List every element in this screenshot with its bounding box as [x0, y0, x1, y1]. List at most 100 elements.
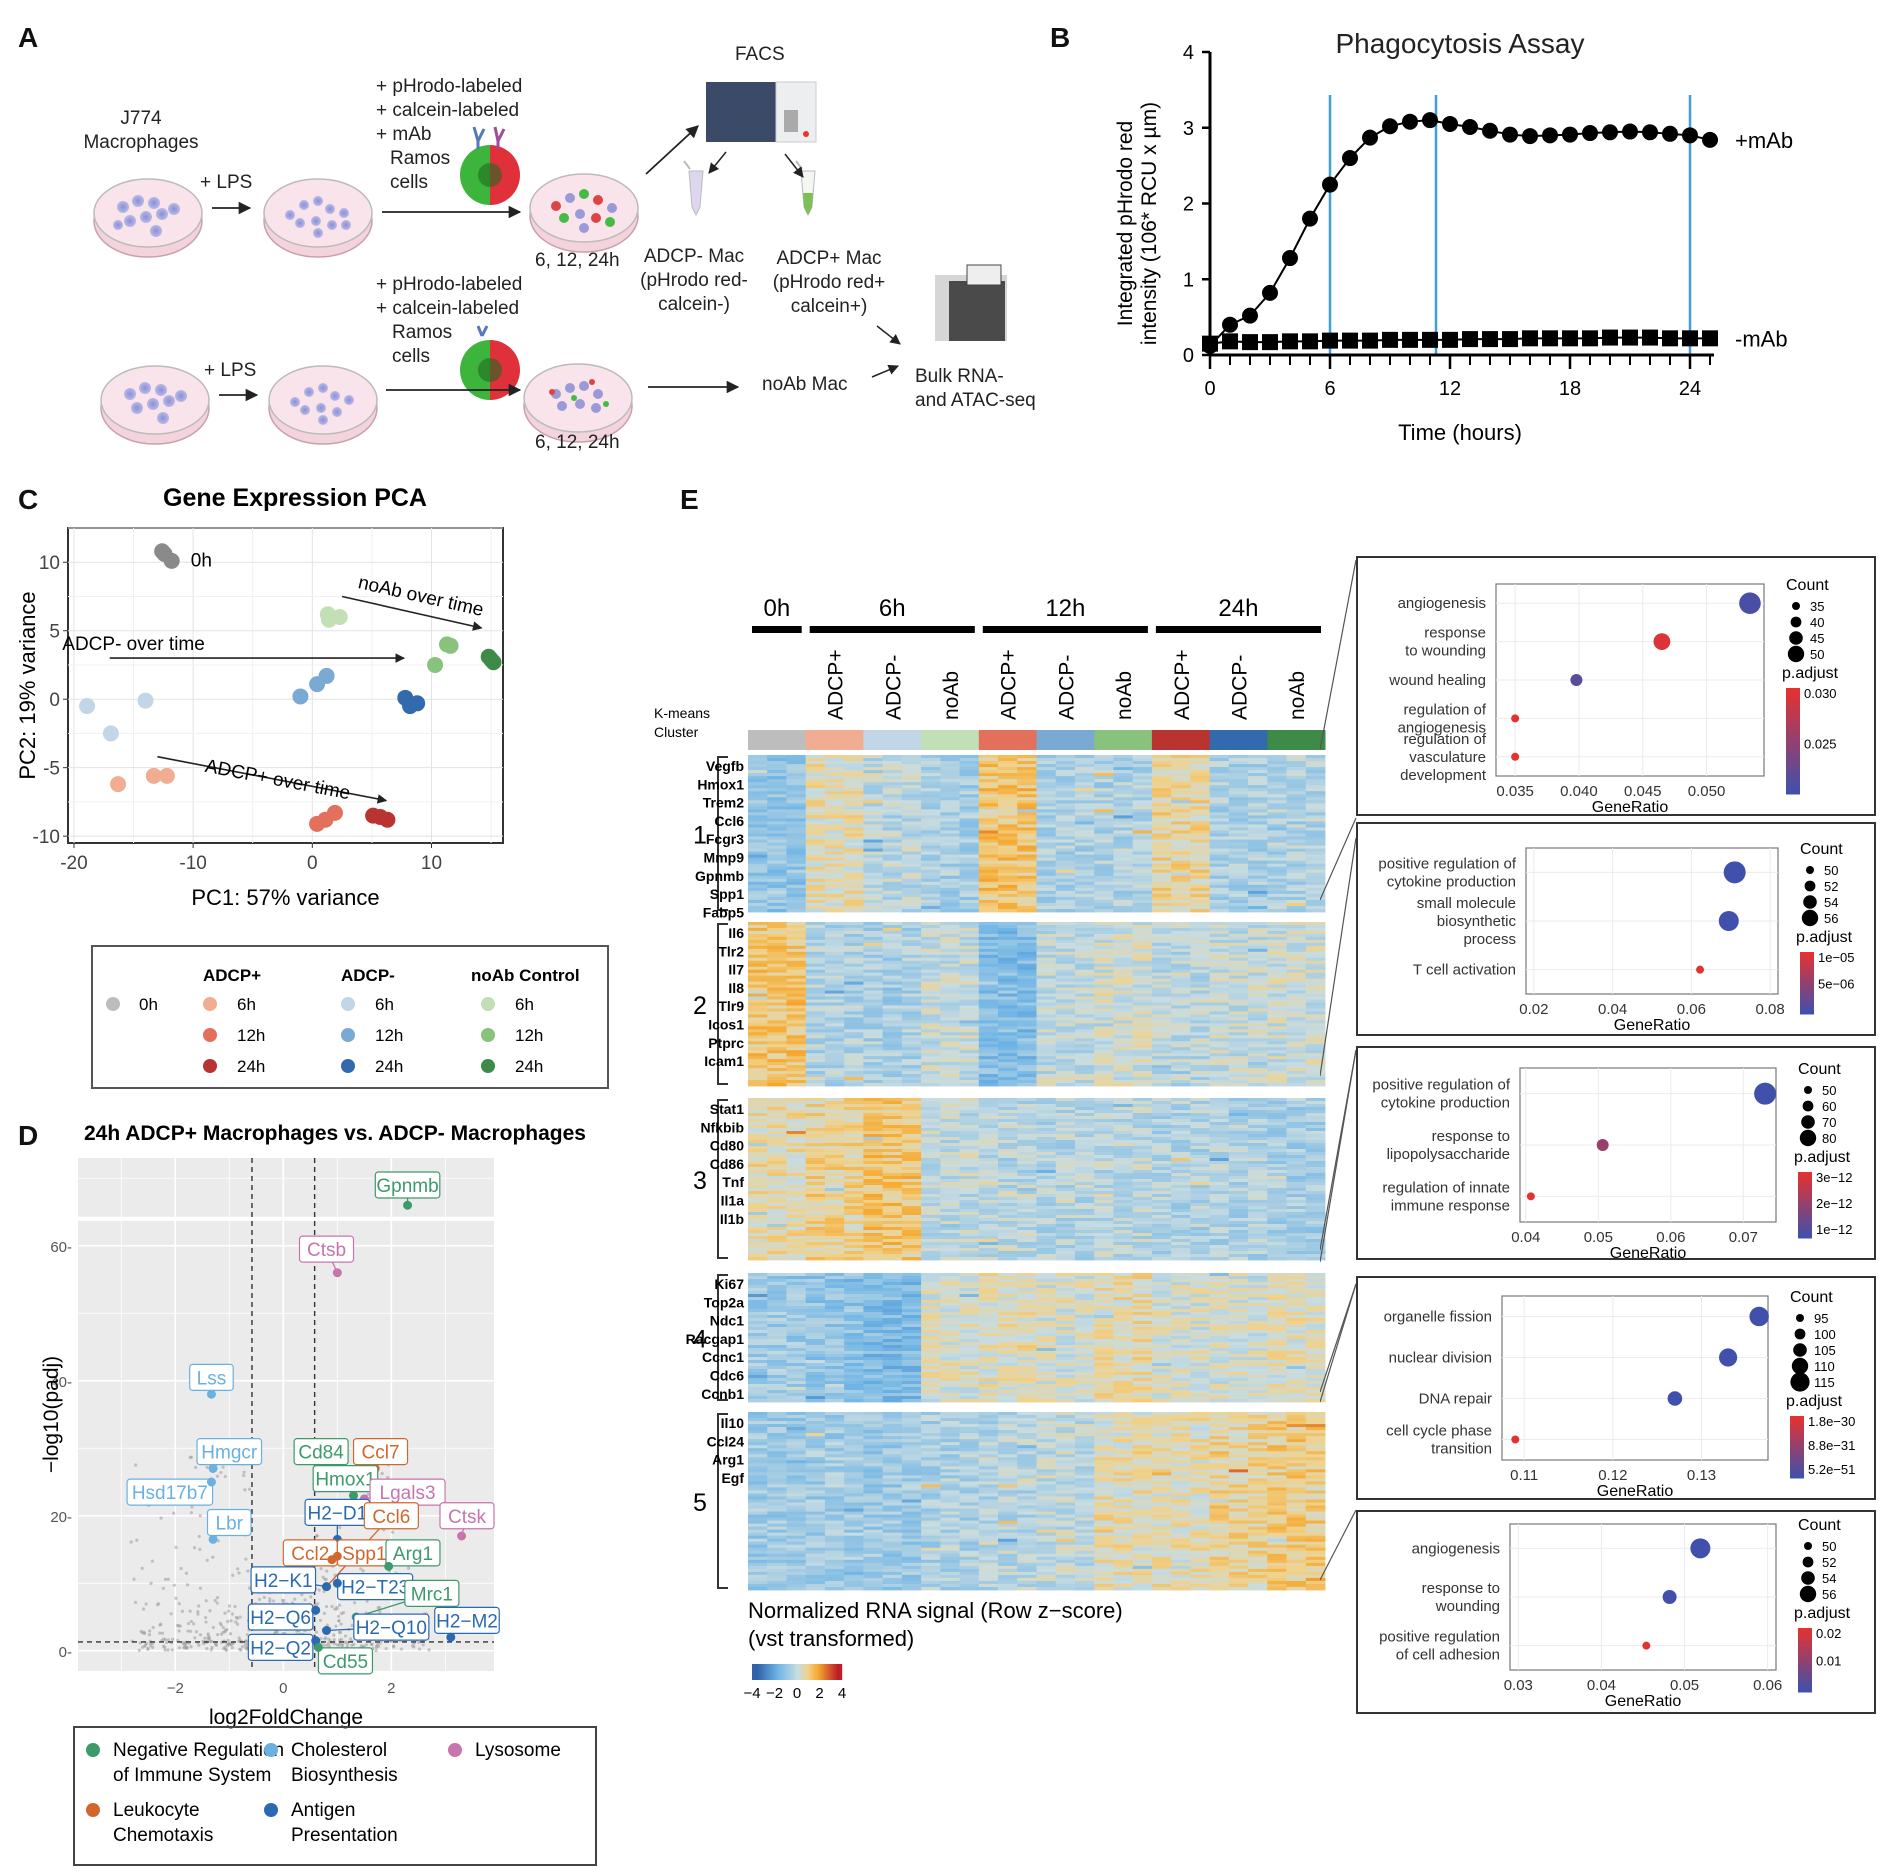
heatmap-cell [767, 872, 787, 877]
heatmap-cell [1055, 948, 1076, 953]
heatmap-cell [1017, 833, 1037, 837]
heatmap-cell [998, 1152, 1018, 1156]
heatmap-cell [1074, 990, 1095, 994]
heatmap-cell [805, 981, 826, 986]
heatmap-cell [921, 1062, 941, 1066]
heatmap-cell [1017, 1038, 1037, 1042]
heatmap-cell [1151, 945, 1172, 950]
heatmap-cell [998, 833, 1018, 837]
heatmap-cell [1113, 990, 1134, 994]
heatmap-cell [921, 776, 941, 780]
heatmap-cell [767, 963, 787, 968]
heatmap-cell [1074, 1038, 1095, 1042]
heatmap-cell [998, 1122, 1018, 1126]
heatmap-cell [1171, 1038, 1191, 1042]
heatmap-cell [1055, 1083, 1076, 1087]
heatmap-cell [1305, 803, 1326, 807]
heatmap-cell [921, 851, 941, 856]
heatmap-cell [978, 1152, 999, 1156]
heatmap-cell [1074, 887, 1095, 892]
heatmap-cell [882, 779, 903, 783]
pca-point [326, 804, 343, 821]
heatmap-cell [863, 990, 884, 994]
background-gene-point [223, 1611, 227, 1615]
heatmap-cell [1017, 842, 1037, 846]
heatmap-cell [1055, 1128, 1076, 1132]
heatmap-cell [921, 1059, 941, 1063]
heatmap-cell [1248, 1005, 1268, 1009]
heatmap-cell [786, 887, 807, 892]
heatmap-cell [1074, 854, 1095, 859]
heatmap-cell [901, 1116, 922, 1120]
gene-label-box [439, 1502, 495, 1530]
heatmap-cell [882, 1083, 903, 1087]
data-point-minus-mab [1502, 331, 1518, 348]
heatmap-cell [1036, 794, 1057, 798]
heatmap-cell [978, 761, 999, 765]
heatmap-cell [805, 857, 826, 862]
heatmap-cell [805, 866, 826, 871]
heatmap-cell [1036, 776, 1057, 780]
heatmap-cell [1228, 972, 1249, 977]
heatmap-cell [1190, 1119, 1210, 1123]
heatmap-cell [882, 800, 903, 804]
heatmap-cell [940, 1044, 960, 1048]
heatmap-cell [748, 875, 768, 880]
heatmap-cell [1151, 851, 1172, 856]
heatmap-cell [1248, 1146, 1268, 1150]
heatmap-cell [1074, 785, 1095, 789]
heatmap-cell [882, 942, 903, 947]
heatmap-cell [1017, 1128, 1037, 1132]
heatmap-cell [882, 1113, 903, 1117]
heatmap-cell [959, 990, 980, 994]
heatmap-cell [1286, 999, 1307, 1003]
heatmap-cell [844, 1152, 864, 1156]
heatmap-cell [1074, 1104, 1095, 1108]
background-gene-point [215, 1595, 220, 1600]
background-gene-point [210, 1645, 214, 1650]
heatmap-cell [1190, 1140, 1210, 1144]
heatmap-cell [1267, 884, 1287, 889]
heatmap-cell [940, 975, 960, 980]
heatmap-cell [786, 951, 807, 956]
heatmap-cell [1055, 942, 1076, 947]
heatmap-cell [1151, 1017, 1172, 1021]
background-gene-point [206, 1636, 210, 1640]
heatmap-cell [959, 824, 980, 828]
heatmap-cell [1305, 993, 1326, 997]
heatmap-cell [1267, 1131, 1287, 1135]
heatmap-cell [921, 758, 941, 762]
heatmap-cell [844, 800, 864, 804]
heatmap-cell [844, 839, 864, 843]
heatmap-cell [1055, 839, 1076, 843]
heatmap-cell [1305, 824, 1326, 828]
heatmap-cell [767, 933, 787, 938]
heatmap-cell [998, 1146, 1018, 1150]
heatmap-cell [940, 957, 960, 962]
heatmap-cell [1209, 818, 1230, 822]
heatmap-cell [1074, 1152, 1095, 1156]
heatmap-cell [767, 833, 787, 837]
heatmap-cell [1305, 1032, 1326, 1036]
heatmap-cell [1171, 939, 1191, 944]
background-gene-point [146, 1646, 150, 1650]
heatmap-cell [748, 1098, 768, 1102]
heatmap-cell [1171, 936, 1191, 941]
heatmap-cell [901, 890, 922, 895]
heatmap-cell [748, 872, 768, 877]
heatmap-cell [863, 797, 884, 801]
heatmap-cell [1055, 1068, 1076, 1072]
heatmap-cell [1190, 1056, 1210, 1060]
heatmap-cell [1074, 1134, 1095, 1138]
heatmap-cell [844, 1128, 864, 1132]
gene-name: Il6 [728, 925, 744, 941]
heatmap-cell [748, 1134, 768, 1138]
heatmap-cell [805, 1017, 826, 1021]
heatmap-cell [901, 1056, 922, 1060]
heatmap-cell [1228, 960, 1249, 965]
background-gene-point [235, 1622, 240, 1626]
heatmap-cell [844, 1158, 864, 1162]
heatmap-cell [1055, 827, 1076, 831]
heatmap-cell [767, 1026, 787, 1030]
heatmap-cell [1036, 1143, 1057, 1147]
